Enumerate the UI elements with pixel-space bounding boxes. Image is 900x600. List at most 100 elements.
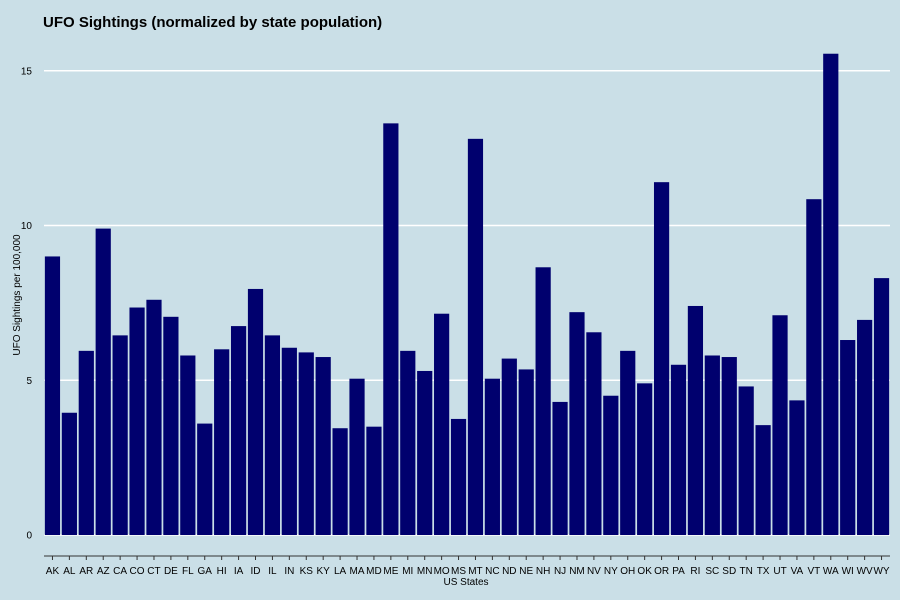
bar-ky [315,357,331,535]
bar-wy [873,278,890,535]
x-tick-label: GA [198,566,213,577]
bar-sc [704,355,720,535]
x-tick-label: HI [217,566,227,577]
bar-co [129,307,145,535]
x-tick-label: MI [402,566,413,577]
bar-tx [755,425,771,535]
chart-title: UFO Sightings (normalized by state popul… [43,14,382,31]
bar-md [366,426,382,535]
bar-ia [230,326,247,535]
x-tick-label: KY [317,566,331,577]
bar-ks [298,352,314,535]
bar-in [281,347,297,535]
bar-de [163,316,179,535]
x-tick-label: ME [383,566,398,577]
bar-va [789,400,805,535]
x-tick-label: RI [690,566,700,577]
bar-nd [501,358,517,535]
bar-nj [552,401,568,535]
bar-az [95,228,111,535]
bar-mi [400,350,416,535]
x-tick-label: NH [536,566,550,577]
x-tick-label: CO [130,566,145,577]
bar-ne [518,369,534,535]
bar-wv [857,319,873,535]
x-tick-label: NV [587,566,601,577]
bar-mt [467,138,484,535]
bar-nm [569,312,585,535]
x-tick-label: MN [417,566,433,577]
x-tick-label: AZ [97,566,110,577]
x-tick-label: LA [334,566,347,577]
bar-ga [197,423,213,535]
x-tick-label: AR [79,566,93,577]
bar-al [61,412,77,535]
bar-ok [637,383,653,535]
bar-tn [738,386,754,535]
bar-ms [450,418,467,535]
bar-hi [214,349,230,535]
bar-mn [417,370,433,535]
x-tick-label: SC [705,566,719,577]
bar-oh [620,350,636,535]
y-tick-label: 10 [21,221,33,232]
x-tick-label: IA [234,566,244,577]
x-tick-label: VT [807,566,820,577]
x-tick-label: WV [857,566,873,577]
bar-ct [146,299,162,535]
y-axis-title: UFO Sightings per 100,000 [12,234,23,356]
x-tick-label: TX [757,566,770,577]
x-tick-label: OK [637,566,652,577]
y-tick-label: 5 [26,376,32,387]
bar-ca [112,335,128,535]
x-tick-label: ID [251,566,261,577]
x-tick-label: ND [502,566,516,577]
y-axis-ticks: 0 5 10 15 [21,66,33,541]
x-tick-label: OH [620,566,635,577]
x-axis: AK AL AR AZ CA CO CT DE FL GA HI IA ID IL IN KS KY LA MA MD… [44,555,890,577]
x-tick-label: MT [468,566,482,577]
bar-la [332,428,348,535]
x-tick-label: IL [268,566,277,577]
x-tick-label: NC [485,566,499,577]
x-tick-label: WA [823,566,839,577]
x-tick-label: WI [842,566,854,577]
bar-nv [586,332,602,535]
y-tick-label: 0 [26,531,32,542]
x-tick-label: NY [604,566,618,577]
bar-wi [840,340,856,535]
bar-ak [44,256,61,535]
x-tick-label: OR [654,566,669,577]
bar-or [653,182,670,536]
x-tick-label: CA [113,566,127,577]
bar-ny [603,395,619,535]
x-tick-label: MS [451,566,466,577]
x-tick-label: TN [740,566,753,577]
y-tick-label: 15 [21,66,33,77]
bar-sd [721,357,737,535]
x-tick-label: SD [722,566,736,577]
x-tick-label: NE [519,566,533,577]
bar-fl [180,355,196,535]
bar-nh [535,267,551,535]
x-tick-label: MA [350,566,365,577]
bar-pa [670,364,687,535]
x-tick-label: WY [873,566,889,577]
x-tick-label: VA [791,566,804,577]
x-tick-label: KS [300,566,314,577]
bar-id [247,288,264,535]
bar-ar [78,350,94,535]
bar-ma [349,378,365,535]
x-tick-label: AL [63,566,76,577]
x-tick-label: NM [569,566,585,577]
x-tick-label: PA [672,566,685,577]
x-tick-label: IN [284,566,294,577]
bar-nc [484,378,500,535]
bar-il [264,335,281,535]
bar-wa [823,53,839,535]
bars [44,53,890,536]
bar-ut [772,315,788,535]
x-axis-title: US States [443,577,488,588]
x-tick-label: MO [434,566,450,577]
